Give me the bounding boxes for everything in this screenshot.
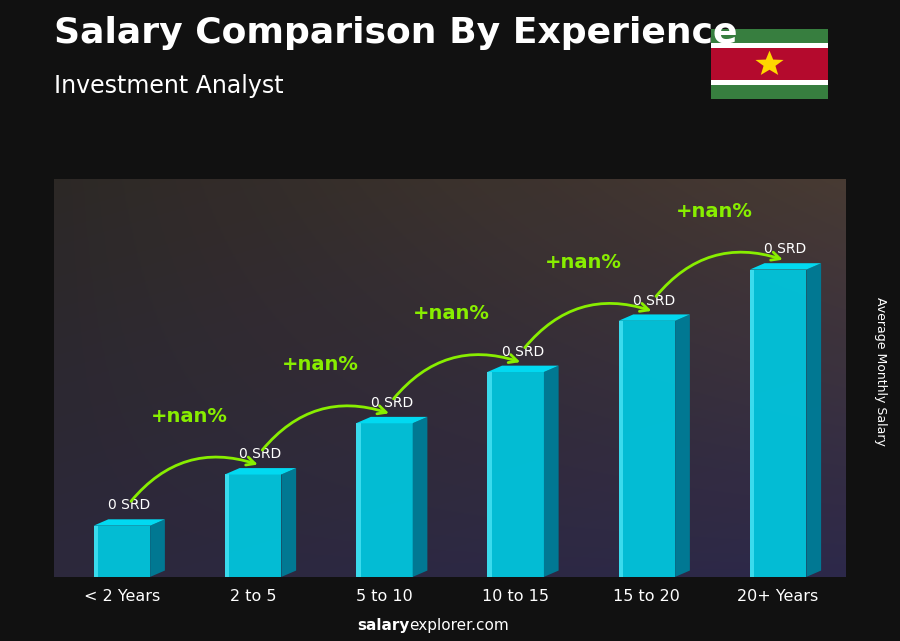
Polygon shape [755, 51, 784, 75]
Text: 0 SRD: 0 SRD [239, 447, 282, 462]
Polygon shape [356, 423, 361, 577]
Text: 0 SRD: 0 SRD [502, 345, 544, 359]
Polygon shape [487, 372, 544, 577]
Polygon shape [618, 320, 623, 577]
Bar [711, 48, 828, 80]
Polygon shape [750, 270, 806, 577]
Text: 0 SRD: 0 SRD [108, 499, 150, 512]
Text: +nan%: +nan% [282, 356, 359, 374]
Polygon shape [806, 263, 821, 577]
Text: +nan%: +nan% [676, 202, 752, 221]
Bar [711, 80, 828, 85]
Polygon shape [750, 270, 754, 577]
Text: salary: salary [357, 619, 410, 633]
Text: Average Monthly Salary: Average Monthly Salary [874, 297, 886, 446]
Polygon shape [487, 372, 492, 577]
Text: 0 SRD: 0 SRD [764, 242, 806, 256]
Polygon shape [94, 526, 98, 577]
Polygon shape [675, 315, 690, 577]
Polygon shape [750, 263, 821, 270]
Bar [711, 85, 828, 99]
Polygon shape [150, 519, 165, 577]
Text: +nan%: +nan% [151, 406, 228, 426]
Polygon shape [225, 474, 282, 577]
Polygon shape [225, 474, 230, 577]
Text: Investment Analyst: Investment Analyst [54, 74, 284, 97]
Text: 0 SRD: 0 SRD [371, 396, 413, 410]
Polygon shape [413, 417, 428, 577]
Text: +nan%: +nan% [544, 253, 621, 272]
Polygon shape [94, 526, 150, 577]
Text: +nan%: +nan% [413, 304, 491, 323]
Polygon shape [618, 320, 675, 577]
Polygon shape [487, 365, 559, 372]
Polygon shape [282, 468, 296, 577]
Text: 0 SRD: 0 SRD [633, 294, 675, 308]
Polygon shape [94, 519, 165, 526]
Bar [711, 43, 828, 48]
Polygon shape [225, 468, 296, 474]
Bar [711, 29, 828, 43]
Polygon shape [618, 315, 690, 320]
Polygon shape [544, 365, 559, 577]
Polygon shape [356, 423, 413, 577]
Text: Salary Comparison By Experience: Salary Comparison By Experience [54, 16, 737, 50]
Polygon shape [356, 417, 428, 423]
Text: explorer.com: explorer.com [410, 619, 509, 633]
